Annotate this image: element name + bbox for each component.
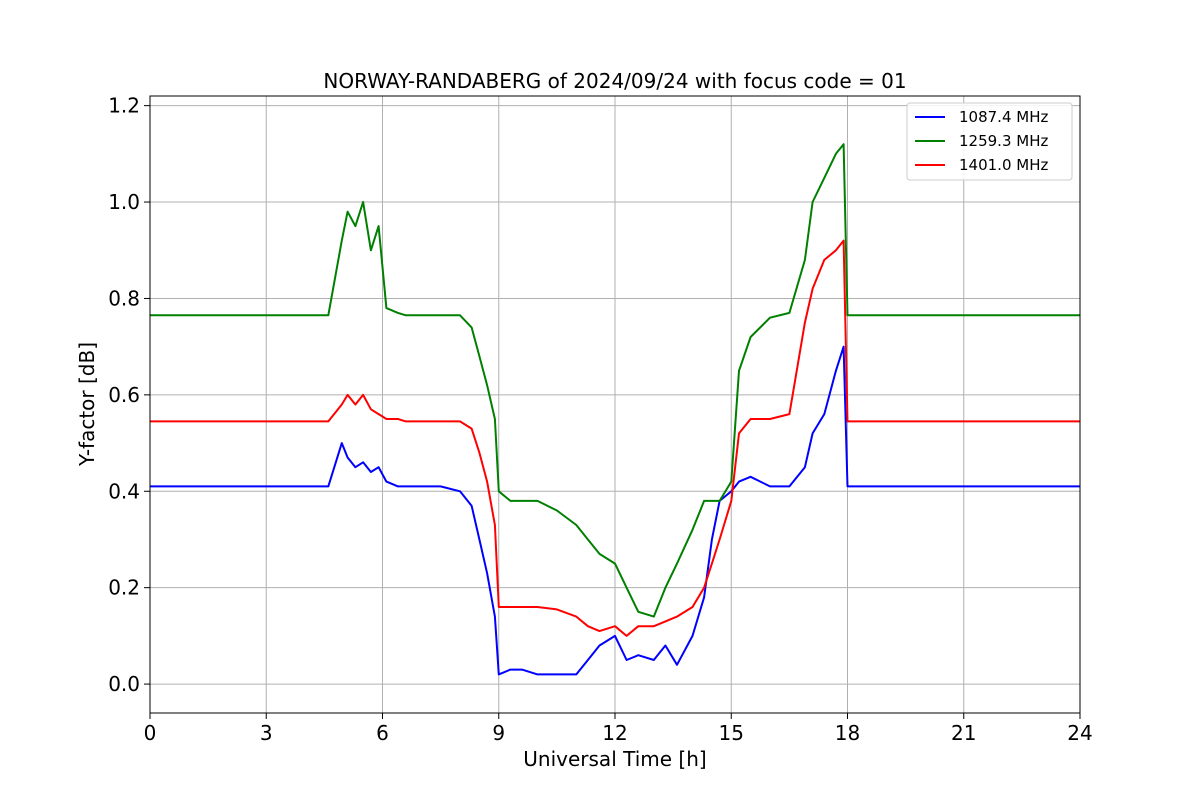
legend: 1087.4 MHz 1259.3 MHz 1401.0 MHz bbox=[906, 102, 1073, 181]
x-tick-label: 9 bbox=[492, 721, 505, 745]
series-line-1 bbox=[150, 143, 1080, 618]
y-tick-label: 0.6 bbox=[108, 383, 140, 407]
x-tick-label: 12 bbox=[602, 721, 627, 745]
x-tick-label: 0 bbox=[144, 721, 157, 745]
x-axis: 0 3 6 9 12 15 18 21 24 bbox=[144, 713, 1093, 745]
legend-label: 1259.3 MHz bbox=[959, 132, 1048, 150]
y-axis-label: Y-factor [dB] bbox=[75, 342, 99, 467]
y-tick-label: 0.4 bbox=[108, 479, 140, 503]
y-axis: 0.0 0.2 0.4 0.6 0.8 1.0 1.2 bbox=[108, 94, 150, 696]
y-tick-label: 0.0 bbox=[108, 672, 140, 696]
series-layer bbox=[150, 143, 1080, 676]
y-tick-label: 1.0 bbox=[108, 190, 140, 214]
x-tick-label: 18 bbox=[835, 721, 860, 745]
series-line-0 bbox=[150, 345, 1080, 676]
y-tick-label: 0.2 bbox=[108, 576, 140, 600]
y-tick-label: 0.8 bbox=[108, 286, 140, 310]
x-tick-label: 3 bbox=[260, 721, 273, 745]
y-tick-label: 1.2 bbox=[108, 94, 140, 118]
legend-box bbox=[906, 102, 1073, 181]
legend-label: 1401.0 MHz bbox=[959, 156, 1048, 174]
x-tick-label: 24 bbox=[1067, 721, 1092, 745]
legend-label: 1087.4 MHz bbox=[959, 108, 1048, 126]
chart-title: NORWAY-RANDABERG of 2024/09/24 with focu… bbox=[323, 69, 906, 93]
x-axis-label: Universal Time [h] bbox=[523, 747, 706, 771]
x-tick-label: 6 bbox=[376, 721, 389, 745]
x-tick-label: 15 bbox=[719, 721, 744, 745]
series-line-2 bbox=[150, 239, 1080, 637]
x-tick-label: 21 bbox=[951, 721, 976, 745]
